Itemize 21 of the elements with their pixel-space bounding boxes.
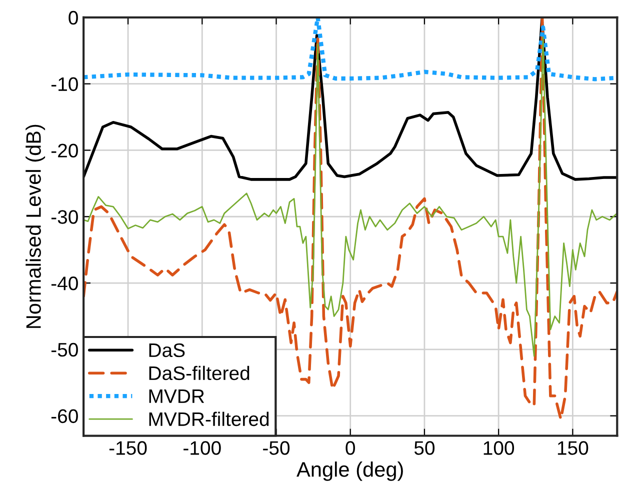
x-tick-label: 100 <box>484 441 514 455</box>
line-series <box>84 36 618 357</box>
y-tick-label: -60 <box>51 409 78 424</box>
x-tick-label: 50 <box>414 441 435 455</box>
y-tick-label: 0 <box>68 10 78 25</box>
y-tick-label: -50 <box>51 342 78 357</box>
legend-label: DaS <box>149 343 185 358</box>
x-tick-label: 0 <box>346 441 355 455</box>
x-tick-label: 150 <box>558 441 588 455</box>
legend-label: MVDR-filtered <box>149 412 269 426</box>
y-tick-label: -20 <box>51 144 78 158</box>
x-axis-title: Angle (deg) <box>296 462 403 481</box>
legend-label: MVDR <box>149 390 204 403</box>
x-tick-label: -50 <box>263 441 290 455</box>
y-tick-label: -10 <box>51 77 78 92</box>
y-axis-title: Normalised Level (dB) <box>26 124 46 328</box>
x-tick-label: -150 <box>109 441 147 455</box>
y-tick-label: -40 <box>51 276 78 290</box>
x-tick-label: -100 <box>184 441 221 455</box>
legend-label: DaS-filtered <box>149 366 250 380</box>
y-tick-label: -30 <box>51 210 78 224</box>
